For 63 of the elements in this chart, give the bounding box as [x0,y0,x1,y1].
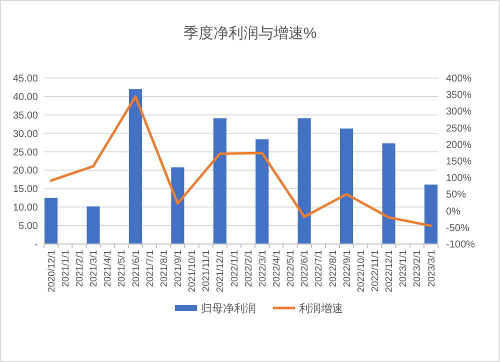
bar [86,206,100,244]
x-tick-label: 2021/3/1 [88,250,100,287]
x-tick-label: 2022/6/1 [300,250,311,287]
line-series [50,95,432,227]
bar [340,128,354,244]
x-tick-label: 2022/8/1 [328,250,339,287]
legend-label: 利润增速 [299,302,343,315]
x-tick-label: 2023/2/1 [412,250,424,287]
y2-tick-label: 350% [446,90,472,102]
x-tick-label: 2022/3/1 [257,250,268,287]
y-tick-label: 10.00 [12,202,38,214]
y-tick-label: 40.00 [12,92,38,103]
x-tick-label: 2021/6/1 [130,250,142,287]
bar [213,118,226,244]
x-tick-label: 2021/9/1 [173,250,184,287]
x-tick-label: 2021/5/1 [116,250,128,287]
y2-tick-label: 250% [446,123,472,134]
y-tick-label: 45.00 [12,74,38,84]
y-tick-label: 20.00 [12,166,38,177]
y-tick-label: 35.00 [12,110,38,122]
x-tick-label: 2022/4/1 [272,250,283,287]
x-tick-label: 2022/1/1 [229,250,240,287]
y2-tick-label: 150% [446,156,472,168]
x-tick-label: 2023/1/1 [398,250,410,287]
chart-title: 季度净利润与增速% [183,25,317,42]
x-tick-label: 2021/12/1 [215,250,226,292]
bar [298,118,311,244]
y-tick-label: 25.00 [12,147,38,158]
x-tick-label: 2021/4/1 [102,250,114,287]
y-tick-label: 15.00 [12,184,38,196]
x-tick-label: 2022/11/1 [370,250,382,292]
bar [382,143,396,244]
bar [171,167,184,244]
x-tick-label: 2022/12/1 [384,250,396,292]
legend-label: 归母净利润 [201,302,256,315]
x-tick-label: 2021/8/1 [158,250,170,287]
x-tick-label: 2022/10/1 [356,250,367,292]
y-tick-label: - [34,240,38,250]
x-tick-label: 2022/5/1 [286,250,297,287]
x-tick-label: 2023/3/1 [426,250,438,287]
x-tick-label: 2021/11/1 [201,250,212,292]
y2-tick-label: 300% [446,106,472,118]
x-tick-label: 2021/2/1 [74,250,86,287]
x-tick-label: 2022/7/1 [314,250,325,287]
y-tick-label: 5.00 [18,221,38,232]
bar [424,184,438,244]
y-tick-label: 30.00 [12,128,38,140]
x-tick-label: 2020/12/1 [46,250,58,292]
bar [44,198,58,244]
bar [128,89,142,244]
y2-tick-label: -100% [446,240,476,250]
bar [256,139,269,244]
x-tick-label: 2021/7/1 [144,250,156,287]
x-tick-label: 2021/1/1 [60,250,72,287]
y2-tick-label: 400% [446,74,472,84]
x-tick-label: 2022/2/1 [243,250,254,287]
y2-tick-label: 50% [446,190,466,201]
x-tick-label: 2021/10/1 [187,250,198,292]
x-tick-label: 2022/9/1 [342,250,353,287]
y2-tick-label: 200% [446,140,472,151]
y2-tick-label: 100% [446,173,472,184]
y2-tick-label: -50% [446,222,470,234]
y2-tick-label: 0% [446,206,461,218]
